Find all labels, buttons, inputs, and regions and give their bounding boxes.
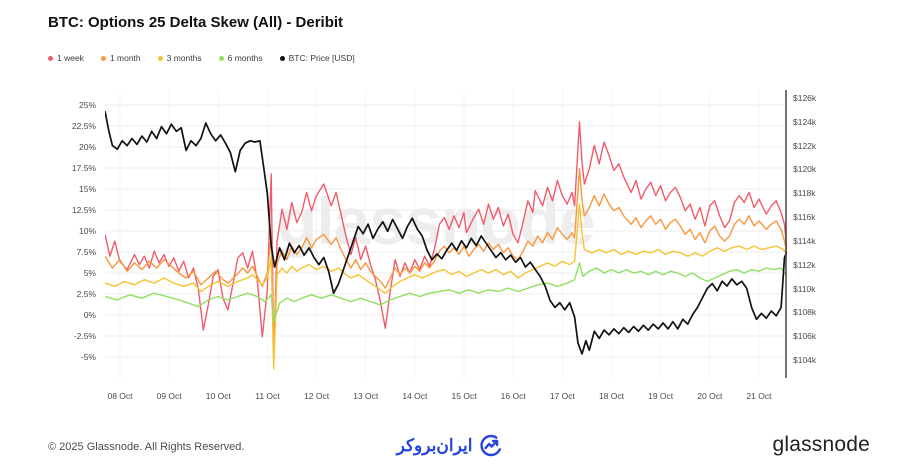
page-title: BTC: Options 25 Delta Skew (All) - Derib… [48,14,344,31]
right-axis-tick: $112k [793,259,816,270]
left-axis-tick: 2.5% [76,289,96,299]
series-line-btc-price-usd- [105,110,787,355]
legend-item-3-months[interactable]: 3 months [157,53,202,63]
x-axis-tick: 11 Oct [255,391,280,401]
x-axis-tick: 18 Oct [598,391,625,401]
legend-item-label: 6 months [227,53,263,63]
right-axis-tick: $114k [793,235,816,246]
x-axis-tick: 15 Oct [451,391,477,401]
x-axis-tick: 09 Oct [156,391,182,401]
iranbroker-wordmark: ایران‌بروکر [396,435,473,455]
x-axis-labels: 08 Oct 09 Oct 10 Oct 11 Oct 12 Oct 13 Oct 14 O… [0,391,900,405]
legend-item-1-week[interactable]: 1 week [48,53,84,63]
left-axis-labels: 25% 22.5% 20% 17.5% 15% 12.5% 10% 7.5% 5% 2.5% 0% -… [48,0,98,471]
right-axis-tick: $122k [793,140,817,151]
chart-legend: 1 week 1 month 3 months 6 months BTC: Price … [48,53,355,63]
legend-dot-icon [279,55,285,61]
right-axis-tick: $118k [793,188,816,199]
x-axis-tick: 10 Oct [205,391,231,401]
series-line-3-months [105,203,787,370]
iranbroker-logo[interactable]: ایران‌بروکر [397,433,504,458]
x-axis-tick: 13 Oct [353,391,379,401]
x-axis-tick: 19 Oct [648,391,674,401]
legend-dot-icon [100,55,106,61]
left-axis-tick: 0% [83,310,96,320]
iranbroker-trend-icon [480,434,502,457]
right-axis-tick: $116k [793,212,816,223]
x-axis-tick: 17 Oct [549,391,575,401]
x-axis-tick: 08 Oct [107,391,133,401]
left-axis-tick: -2.5% [73,331,96,341]
copyright-text: © 2025 Glassnode. All Rights Reserved. [48,441,245,453]
right-axis-tick: $110k [793,283,816,294]
left-axis-tick: 5% [83,268,96,278]
left-axis-tick: 15% [78,184,96,194]
left-axis-tick: 25% [78,100,96,110]
legend-item-label: 1 week [57,53,84,63]
legend-dot-icon [157,55,163,61]
x-axis-tick: 12 Oct [304,391,330,401]
left-axis-tick: 17.5% [71,163,96,173]
legend-dot-icon [48,55,53,61]
left-axis-tick: 10% [78,226,96,236]
series-line-6-months [105,262,787,323]
left-axis-tick: -5% [80,352,96,362]
left-axis-tick: 7.5% [76,247,96,257]
plot-area[interactable] [105,90,787,378]
right-axis-tick: $108k [793,307,817,318]
legend-item-label: 3 months [166,53,202,63]
x-axis-tick: 20 Oct [697,391,723,401]
right-axis-tick: $126k [793,93,817,103]
legend-item-1-month[interactable]: 1 month [100,53,141,63]
right-axis-labels: $126k $124k $122k $120k $118k $116k $114k $112k… [793,0,853,471]
x-axis-tick: 16 Oct [500,391,526,401]
left-axis-tick: 20% [78,142,96,152]
x-axis-tick: 14 Oct [402,391,428,401]
legend-item-6-months[interactable]: 6 months [218,53,263,63]
right-axis-tick: $106k [793,331,817,342]
glassnode-wordmark[interactable]: glassnode [772,433,870,456]
legend-item-label: 1 month [109,53,141,63]
series-line-1-week [105,121,787,358]
legend-item-label: BTC: Price [USD] [288,53,355,63]
legend-dot-icon [218,55,224,61]
right-axis-tick: $120k [793,164,817,175]
left-axis-tick: 22.5% [71,121,96,131]
legend-item-btc-price-usd-[interactable]: BTC: Price [USD] [279,53,355,63]
right-axis-tick: $124k [793,116,817,127]
series-line-1-month [105,168,787,355]
x-axis-tick: 21 Oct [746,391,772,401]
left-axis-tick: 12.5% [71,205,96,215]
right-axis-tick: $104k [793,355,817,366]
